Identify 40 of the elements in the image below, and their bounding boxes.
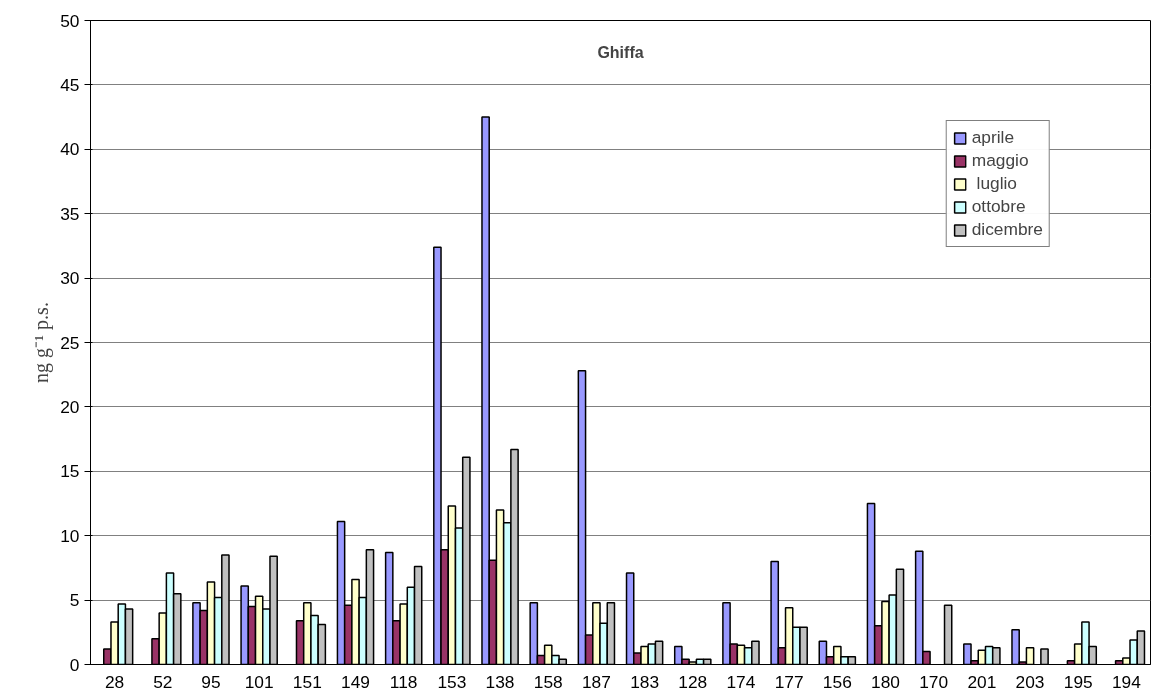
y-tick-label: 15 — [60, 461, 80, 482]
legend-label: ottobre — [971, 196, 1026, 217]
x-tick-label: 195 — [1063, 671, 1093, 692]
x-tick-label: 118 — [389, 671, 418, 692]
legend-label: aprile — [971, 127, 1015, 148]
y-tick-label: 40 — [60, 139, 80, 160]
x-tick-label: 151 — [292, 671, 322, 692]
y-tick-label: 20 — [60, 396, 80, 417]
x-tick-label: 138 — [485, 671, 515, 692]
x-tick-label: 170 — [919, 671, 949, 692]
legend-label: dicembre — [971, 219, 1043, 240]
x-tick-label: 203 — [1015, 671, 1045, 692]
x-tick-label: 128 — [678, 671, 708, 692]
y-tick-label: 0 — [69, 654, 80, 675]
y-tick-label: 30 — [60, 268, 80, 289]
x-tick-label: 180 — [871, 671, 900, 692]
legend-label: luglio — [975, 173, 1017, 194]
text: Ghiffa — [597, 44, 644, 62]
x-tick-label: 156 — [822, 671, 852, 692]
x-tick-label: 28 — [104, 671, 125, 692]
x-tick-label: 149 — [341, 671, 370, 692]
y-tick-label: 25 — [60, 332, 80, 353]
y-tick-label: 45 — [60, 74, 80, 95]
y-tick-label: 35 — [60, 203, 80, 224]
x-tick-label: 183 — [630, 671, 660, 692]
y-tick-label: 5 — [69, 590, 80, 611]
x-tick-label: 177 — [774, 671, 804, 692]
x-tick-label: 158 — [533, 671, 563, 692]
legend-label: maggio — [971, 150, 1029, 171]
x-tick-label: 52 — [153, 671, 173, 692]
y-axis-title: ng g⁻¹ p.s. — [30, 302, 54, 383]
x-tick-label: 174 — [726, 671, 756, 692]
y-tick-label: 10 — [60, 525, 80, 546]
x-tick-label: 201 — [967, 671, 997, 692]
x-tick-label: 153 — [437, 671, 467, 692]
x-tick-label: 101 — [244, 671, 274, 692]
y-tick-label: 50 — [60, 10, 80, 31]
x-tick-label: 95 — [201, 671, 221, 692]
x-tick-label: 194 — [1111, 671, 1142, 692]
x-tick-label: 187 — [581, 671, 611, 692]
